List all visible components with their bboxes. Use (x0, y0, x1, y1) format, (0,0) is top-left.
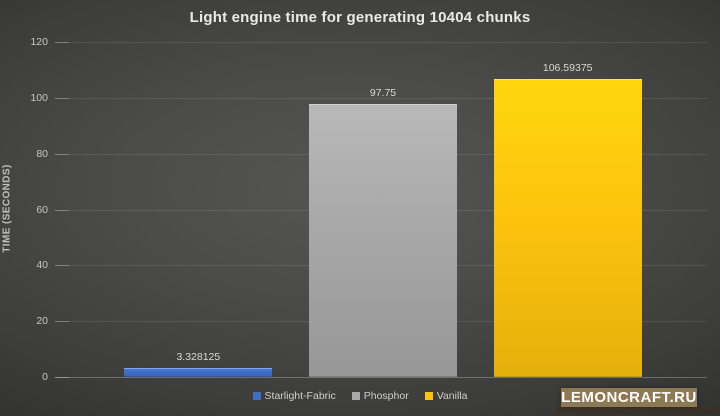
y-tick-mark (55, 209, 69, 211)
bar-phosphor (309, 104, 457, 377)
y-tick-mark (55, 265, 69, 267)
gridline (55, 42, 707, 43)
bar-starlight-fabric (124, 367, 273, 377)
legend-marker-icon (351, 392, 360, 400)
watermark-text: LEMONCRAFT.RU (561, 389, 697, 406)
y-tick-mark (55, 377, 69, 378)
y-tick-label: 120 (30, 36, 48, 48)
y-tick-label: 0 (42, 371, 48, 383)
y-tick-label: 60 (36, 203, 48, 216)
legend-item-vanilla: Vanilla (424, 390, 468, 402)
bar-column-phosphor: 97.75 (291, 42, 476, 377)
legend-item-phosphor: Phosphor (351, 390, 409, 402)
chart-title: Light engine time for generating 10404 c… (189, 9, 531, 26)
bar-value-label: 3.328125 (176, 350, 221, 363)
gridline (55, 97, 707, 99)
watermark-strip (555, 407, 720, 414)
plot-area: 3.328125 97.75 106.59375 (106, 42, 660, 377)
bar-value-label: 106.59375 (542, 62, 593, 75)
y-tick-label: 80 (36, 147, 48, 160)
bar-column-starlight-fabric: 3.328125 (106, 42, 291, 377)
y-tick-mark (55, 42, 69, 43)
y-tick-mark (55, 321, 69, 323)
bar-vanilla (493, 79, 642, 377)
bar-value-label: 97.75 (369, 87, 397, 100)
legend-marker-icon (252, 392, 261, 400)
legend-item-label: Starlight-Fabric (264, 390, 336, 402)
y-tick-mark (55, 97, 69, 99)
legend-item-starlight-fabric: Starlight-Fabric (252, 390, 336, 402)
legend: Starlight-Fabric Phosphor Vanilla (0, 388, 720, 404)
legend-item-label: Vanilla (436, 390, 468, 402)
watermark-badge: LEMONCRAFT.RU (561, 388, 697, 407)
legend-item-label: Phosphor (363, 390, 409, 402)
gridline (55, 377, 707, 378)
y-tick-mark (55, 153, 69, 155)
legend-marker-icon (424, 392, 433, 400)
bar-column-vanilla: 106.59375 (475, 42, 660, 377)
y-tick-label: 100 (30, 91, 48, 104)
y-tick-label: 40 (36, 259, 48, 272)
y-tick-label: 20 (36, 315, 48, 328)
